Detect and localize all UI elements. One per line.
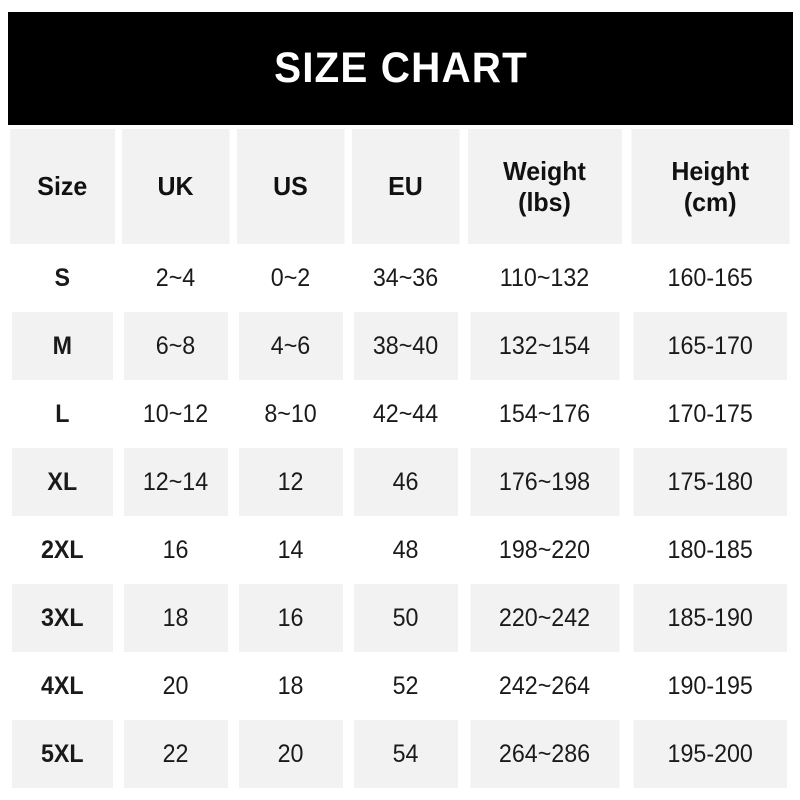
- column-header-eu-label: EU: [388, 171, 423, 202]
- cell-eu: 52: [352, 652, 461, 720]
- cell-weight: 132~154: [468, 312, 622, 380]
- cell-weight: 264~286: [468, 720, 622, 788]
- title-banner: SIZE CHART: [8, 12, 793, 125]
- column-header-us: US: [235, 129, 348, 244]
- cell-uk: 18: [122, 584, 231, 652]
- cell-weight: 110~132: [468, 244, 622, 312]
- table-body: S 2~4 0~2 34~36 110~132 160-165 M 6~8 4~…: [8, 244, 793, 788]
- column-header-uk: UK: [120, 129, 233, 244]
- table-header: Size UK US EU Weight (lbs) Height (cm): [8, 129, 793, 244]
- page-title: SIZE CHART: [273, 44, 528, 92]
- cell-weight: 198~220: [468, 516, 622, 584]
- column-header-us-label: US: [273, 171, 308, 202]
- column-header-height: Height (cm): [629, 129, 790, 244]
- cell-uk: 6~8: [122, 312, 231, 380]
- column-header-height-label: Height: [671, 155, 750, 186]
- cell-uk: 12~14: [122, 448, 231, 516]
- cell-us: 16: [237, 584, 346, 652]
- cell-height: 180-185: [631, 516, 788, 584]
- table-row: 5XL 22 20 54 264~286 195-200: [8, 720, 793, 788]
- cell-size: L: [11, 380, 116, 448]
- cell-weight: 220~242: [468, 584, 622, 652]
- cell-us: 20: [237, 720, 346, 788]
- cell-uk: 10~12: [122, 380, 231, 448]
- cell-weight: 154~176: [468, 380, 622, 448]
- cell-height: 175-180: [631, 448, 788, 516]
- cell-weight: 242~264: [468, 652, 622, 720]
- table-row: 4XL 20 18 52 242~264 190-195: [8, 652, 793, 720]
- cell-eu: 42~44: [352, 380, 461, 448]
- cell-weight: 176~198: [468, 448, 622, 516]
- column-header-size-label: Size: [37, 171, 88, 202]
- cell-size: 3XL: [11, 584, 116, 652]
- cell-eu: 46: [352, 448, 461, 516]
- cell-us: 8~10: [237, 380, 346, 448]
- cell-uk: 20: [122, 652, 231, 720]
- cell-height: 165-170: [631, 312, 788, 380]
- table-row: L 10~12 8~10 42~44 154~176 170-175: [8, 380, 793, 448]
- cell-height: 160-165: [631, 244, 788, 312]
- cell-eu: 54: [352, 720, 461, 788]
- cell-size: XL: [11, 448, 116, 516]
- table-row: 2XL 16 14 48 198~220 180-185: [8, 516, 793, 584]
- cell-eu: 48: [352, 516, 461, 584]
- table-row: M 6~8 4~6 38~40 132~154 165-170: [8, 312, 793, 380]
- cell-height: 190-195: [631, 652, 788, 720]
- cell-eu: 50: [352, 584, 461, 652]
- cell-height: 195-200: [631, 720, 788, 788]
- cell-size: S: [11, 244, 116, 312]
- table-row: 3XL 18 16 50 220~242 185-190: [8, 584, 793, 652]
- cell-uk: 16: [122, 516, 231, 584]
- cell-us: 12: [237, 448, 346, 516]
- column-header-eu: EU: [350, 129, 463, 244]
- cell-size: 2XL: [11, 516, 116, 584]
- table-row: XL 12~14 12 46 176~198 175-180: [8, 448, 793, 516]
- cell-uk: 2~4: [122, 244, 231, 312]
- cell-us: 14: [237, 516, 346, 584]
- header-row: Size UK US EU Weight (lbs) Height (cm): [8, 129, 793, 244]
- column-header-weight-unit: (lbs): [518, 186, 571, 217]
- cell-size: 5XL: [11, 720, 116, 788]
- cell-uk: 22: [122, 720, 231, 788]
- column-header-height-unit: (cm): [683, 186, 737, 217]
- column-header-size: Size: [10, 129, 118, 244]
- table-row: S 2~4 0~2 34~36 110~132 160-165: [8, 244, 793, 312]
- size-chart-table: Size UK US EU Weight (lbs) Height (cm): [8, 129, 793, 788]
- column-header-uk-label: UK: [157, 171, 194, 202]
- cell-us: 4~6: [237, 312, 346, 380]
- column-header-weight-label: Weight: [503, 155, 586, 186]
- cell-us: 18: [237, 652, 346, 720]
- cell-height: 185-190: [631, 584, 788, 652]
- cell-eu: 38~40: [352, 312, 461, 380]
- cell-eu: 34~36: [352, 244, 461, 312]
- cell-size: 4XL: [11, 652, 116, 720]
- column-header-weight: Weight (lbs): [466, 129, 625, 244]
- cell-height: 170-175: [631, 380, 788, 448]
- cell-us: 0~2: [237, 244, 346, 312]
- cell-size: M: [11, 312, 116, 380]
